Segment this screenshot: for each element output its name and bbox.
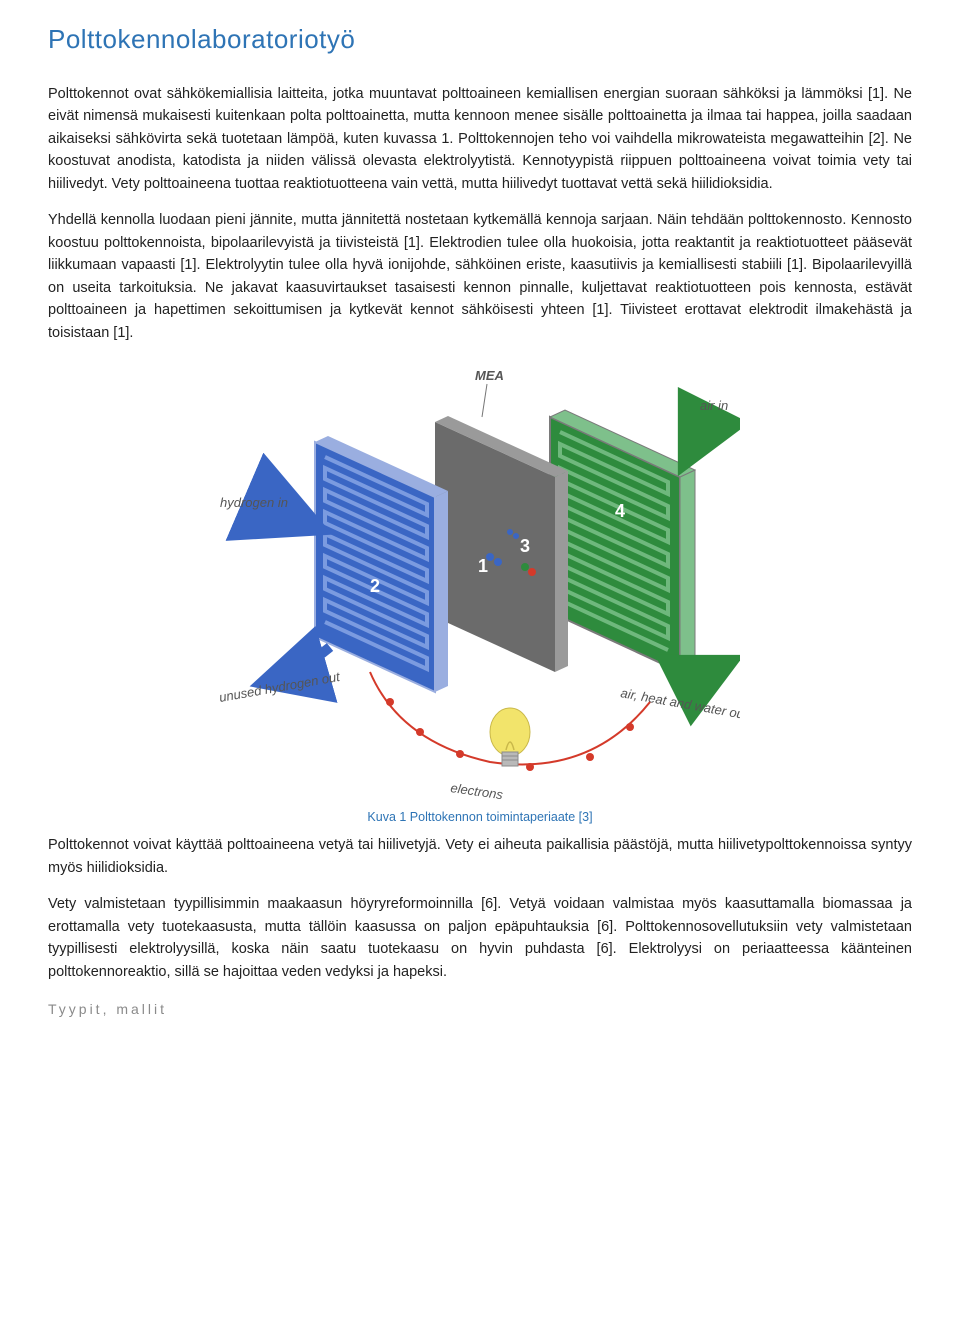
page-title: Polttokennolaboratoriotyö — [48, 24, 912, 55]
label-air-in: air in — [700, 398, 728, 413]
label-electrons: electrons — [450, 780, 505, 802]
paragraph-1: Polttokennot ovat sähkökemiallisia laitt… — [48, 83, 912, 195]
subheading-types: Tyypit, mallit — [48, 1001, 912, 1017]
paragraph-4: Vety valmistetaan tyypillisimmin maakaas… — [48, 893, 912, 983]
figure-1: MEA 4 air in 1 3 — [48, 362, 912, 824]
center-plate: 1 3 — [435, 416, 568, 672]
num-1: 1 — [478, 556, 488, 576]
paragraph-3: Polttokennot voivat käyttää polttoaineen… — [48, 834, 912, 879]
arrow-hydrogen-in: hydrogen in — [220, 495, 315, 527]
arrow-unused-h2-out: unused hydrogen out — [220, 647, 342, 705]
arrow-air-in: air in — [685, 398, 728, 462]
label-hydrogen-in: hydrogen in — [220, 495, 288, 510]
num-4: 4 — [615, 501, 625, 521]
num-3: 3 — [520, 536, 530, 556]
label-mea: MEA — [475, 368, 504, 383]
light-bulb-icon — [490, 708, 530, 766]
figure-1-caption: Kuva 1 Polttokennon toimintaperiaate [3] — [367, 810, 592, 824]
left-plate: 2 — [315, 436, 448, 692]
num-2: 2 — [370, 576, 380, 596]
fuel-cell-diagram: MEA 4 air in 1 3 — [220, 362, 740, 802]
page-title-text: Polttokennolaboratoriotyö — [48, 24, 355, 54]
right-plate: 4 — [550, 410, 695, 672]
paragraph-2: Yhdellä kennolla luodaan pieni jännite, … — [48, 209, 912, 344]
